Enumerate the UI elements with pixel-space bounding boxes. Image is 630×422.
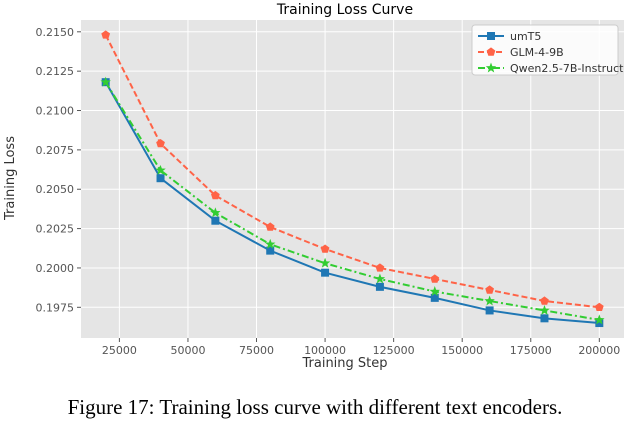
legend-marker bbox=[487, 32, 495, 40]
x-axis-label: Training Step bbox=[301, 356, 387, 371]
series-line bbox=[104, 81, 600, 321]
y-tick-label: 0.2150 bbox=[36, 26, 75, 39]
legend-box bbox=[471, 24, 619, 76]
legend-label: GLM-4-9B bbox=[510, 46, 564, 59]
y-tick-label: 0.2000 bbox=[36, 262, 75, 275]
data-point bbox=[101, 30, 111, 39]
data-point bbox=[594, 314, 605, 325]
legend-item: GLM-4-9B bbox=[478, 46, 564, 59]
y-tick-label: 0.2100 bbox=[36, 105, 75, 118]
data-point bbox=[375, 282, 384, 291]
x-tick-label: 125000 bbox=[373, 344, 415, 357]
x-tick-label: 175000 bbox=[510, 344, 552, 357]
y-tick-label: 0.2125 bbox=[36, 65, 75, 78]
data-point bbox=[485, 285, 494, 294]
data-point bbox=[319, 257, 331, 268]
y-axis-label: Training Loss bbox=[3, 136, 18, 221]
data-point bbox=[430, 293, 439, 302]
y-tick-label: 0.2050 bbox=[36, 183, 75, 196]
series-umt5 bbox=[101, 78, 604, 328]
x-tick-label: 150000 bbox=[441, 344, 483, 357]
data-point bbox=[155, 164, 166, 175]
data-point bbox=[430, 274, 440, 283]
x-tick-label: 75000 bbox=[239, 344, 274, 357]
data-point bbox=[540, 296, 549, 305]
data-point bbox=[595, 319, 604, 328]
data-point bbox=[320, 244, 330, 253]
data-point bbox=[266, 246, 275, 255]
data-point bbox=[265, 238, 276, 249]
data-point bbox=[211, 216, 220, 225]
y-tick-label: 0.2075 bbox=[36, 144, 75, 157]
data-point bbox=[375, 263, 385, 272]
data-point bbox=[484, 295, 495, 306]
data-point bbox=[265, 222, 275, 231]
axes: 25000 50000 75000 100000 125000 150000 175000 2… bbox=[36, 26, 621, 357]
data-point bbox=[156, 174, 165, 183]
x-tick-label: 25000 bbox=[102, 344, 137, 357]
chart-title: Training Loss Curve bbox=[276, 2, 413, 18]
data-point bbox=[429, 286, 440, 297]
series-line bbox=[104, 81, 600, 325]
data-point bbox=[374, 273, 386, 284]
line-chart: 25000 50000 75000 100000 125000 150000 175000 2… bbox=[3, 2, 624, 371]
legend: umT5 GLM-4-9B Qwen2.5-7B-Instruct bbox=[471, 24, 624, 76]
series-glm-4-9b bbox=[101, 30, 604, 312]
x-tick-label: 100000 bbox=[304, 344, 346, 357]
y-tick-label: 0.2025 bbox=[36, 223, 75, 236]
x-tick-label: 50000 bbox=[170, 344, 205, 357]
data-point bbox=[210, 207, 221, 218]
data-point bbox=[594, 302, 604, 312]
data-point bbox=[211, 190, 220, 200]
legend-label: Qwen2.5-7B-Instruct bbox=[510, 62, 624, 75]
y-tick-label: 0.1975 bbox=[36, 301, 75, 314]
data-point bbox=[321, 268, 330, 277]
figure-caption: Figure 17: Training loss curve with diff… bbox=[67, 395, 563, 419]
data-point bbox=[100, 76, 111, 87]
data-point bbox=[540, 314, 549, 323]
data-point bbox=[156, 138, 165, 148]
legend-marker bbox=[485, 62, 497, 73]
legend-item: Qwen2.5-7B-Instruct bbox=[478, 62, 624, 75]
series-layer bbox=[100, 30, 605, 328]
legend-marker bbox=[486, 47, 496, 56]
series-qwen2-5-7b-instruct bbox=[100, 76, 605, 325]
legend-label: umT5 bbox=[510, 30, 541, 43]
data-point bbox=[539, 304, 550, 315]
legend-item: umT5 bbox=[478, 30, 541, 43]
x-tick-label: 200000 bbox=[578, 344, 620, 357]
series-line bbox=[104, 34, 600, 309]
data-point bbox=[485, 306, 494, 315]
